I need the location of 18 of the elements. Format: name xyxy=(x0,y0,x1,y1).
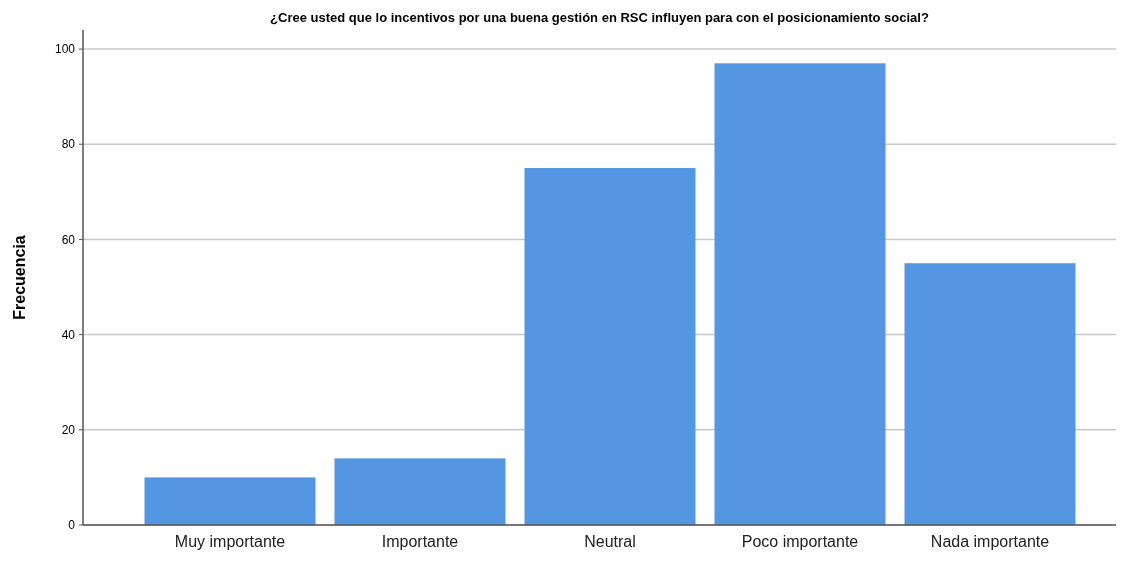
bar xyxy=(524,168,696,525)
y-tick-label: 0 xyxy=(68,518,76,533)
bar xyxy=(904,263,1076,525)
y-axis-title: Frecuencia xyxy=(11,235,28,320)
x-tick-label: Muy importante xyxy=(174,533,286,550)
y-tick-label: 100 xyxy=(54,42,76,57)
y-tick-label: 80 xyxy=(61,137,76,152)
y-tick-label: 40 xyxy=(61,327,76,342)
bar xyxy=(714,63,886,525)
x-tick-label: Nada importante xyxy=(930,533,1050,550)
chart-title: ¿Cree usted que lo incentivos por una buena gestión en RSC influyen para con el posicionamiento social? xyxy=(270,10,929,25)
x-tick-label: Poco importante xyxy=(741,533,859,550)
x-tick-label: Neutral xyxy=(584,533,636,550)
bar xyxy=(334,458,506,525)
x-tick-label: Importante xyxy=(381,533,459,550)
y-tick-label: 20 xyxy=(61,423,76,438)
bar xyxy=(144,477,316,525)
y-tick-label: 60 xyxy=(61,232,76,247)
